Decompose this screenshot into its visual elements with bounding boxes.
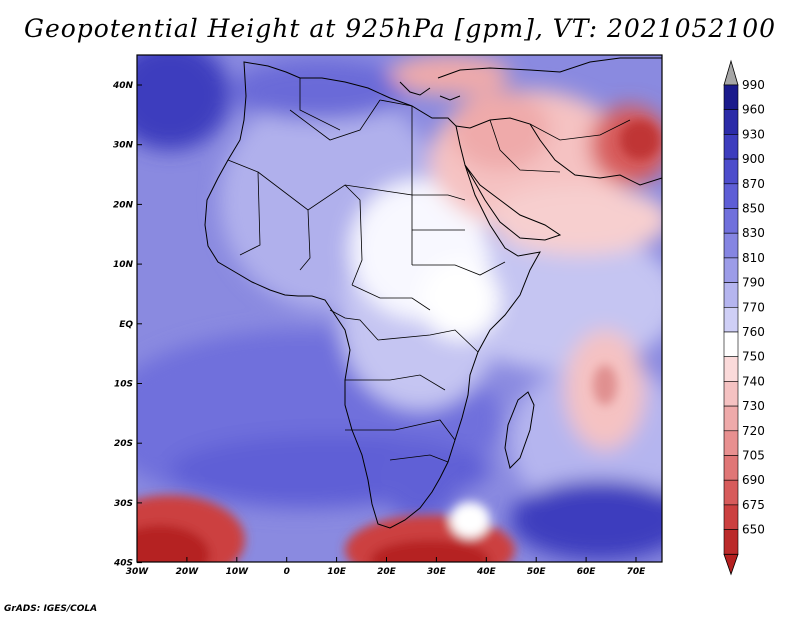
lat-label: 40N bbox=[112, 81, 134, 91]
colorbar-swatch bbox=[723, 356, 739, 382]
lon-label: 70E bbox=[627, 567, 647, 577]
colorbar-swatch bbox=[723, 109, 739, 135]
colorbar-label: 720 bbox=[742, 424, 765, 438]
coastlines bbox=[204, 57, 662, 529]
colorbar-label: 675 bbox=[742, 498, 765, 512]
longitude-axis: 30W 20W 10W 0 10E 20E 30E 40E 50E 60E 70E bbox=[126, 557, 646, 577]
colorbar-swatch bbox=[723, 381, 739, 407]
lat-label: 20N bbox=[113, 200, 134, 210]
colorbar-label: 760 bbox=[742, 325, 765, 339]
colorbar-over-triangle bbox=[723, 59, 739, 86]
lon-label: 40E bbox=[476, 567, 497, 577]
colorbar-swatch bbox=[723, 306, 739, 333]
lon-label: 20W bbox=[176, 567, 200, 577]
colorbar-swatch bbox=[723, 455, 739, 481]
colorbar-label: 900 bbox=[742, 152, 765, 166]
colorbar-label: 960 bbox=[742, 103, 765, 117]
colorbar-swatch bbox=[723, 331, 739, 358]
lat-label: 40S bbox=[113, 559, 133, 569]
lat-label: 20S bbox=[114, 439, 133, 449]
colorbar-swatch bbox=[723, 208, 739, 234]
colorbar-label: 750 bbox=[742, 350, 765, 364]
lon-label: 60E bbox=[577, 567, 597, 577]
colorbar-label: 810 bbox=[742, 251, 765, 265]
lon-label: 30E bbox=[427, 567, 447, 577]
colorbar-label: 705 bbox=[742, 449, 765, 463]
colorbar-label: 770 bbox=[742, 300, 765, 314]
colorbar-swatch bbox=[723, 282, 739, 308]
colorbar-label: 790 bbox=[742, 276, 765, 290]
colorbar-swatch bbox=[723, 134, 739, 160]
colorbar-swatch bbox=[723, 232, 739, 259]
colorbar-label: 730 bbox=[742, 399, 765, 413]
colorbar-swatch bbox=[723, 504, 739, 530]
colorbar-label: 990 bbox=[742, 78, 765, 92]
lon-label: 30W bbox=[126, 567, 150, 577]
colorbar-label: 740 bbox=[742, 374, 765, 388]
lon-label: 20E bbox=[377, 567, 397, 577]
latitude-axis: 40N 30N 20N 10N EQ 10S 20S 30S 40S bbox=[112, 81, 142, 569]
colorbar: 990 960 930 900 870 850 830 810 790 770 760 750 740 7… bbox=[723, 59, 765, 576]
colorbar-swatch bbox=[723, 84, 739, 111]
lat-label: EQ bbox=[119, 320, 133, 330]
height-field bbox=[137, 55, 662, 562]
lon-label: 10E bbox=[327, 567, 347, 577]
grads-footer: GrADS: IGES/COLA bbox=[4, 604, 98, 614]
colorbar-label: 830 bbox=[742, 226, 765, 240]
colorbar-label: 930 bbox=[742, 127, 765, 141]
colorbar-swatch bbox=[723, 183, 739, 209]
map-title: Geopotential Height at 925hPa [gpm], VT:… bbox=[23, 14, 777, 43]
plot-frame bbox=[136, 54, 663, 563]
lat-label: 30S bbox=[114, 499, 133, 509]
colorbar-swatch bbox=[723, 479, 739, 506]
lat-label: 10S bbox=[114, 380, 133, 390]
colorbar-swatch bbox=[723, 158, 739, 185]
colorbar-swatch bbox=[723, 257, 739, 283]
country-borders bbox=[227, 78, 631, 463]
lat-label: 30N bbox=[113, 141, 134, 151]
lat-label: 10N bbox=[113, 260, 134, 270]
colorbar-label: 690 bbox=[742, 473, 765, 487]
colorbar-label: 650 bbox=[742, 523, 765, 537]
colorbar-label: 850 bbox=[742, 202, 765, 216]
colorbar-label: 870 bbox=[742, 177, 765, 191]
lon-label: 10W bbox=[226, 567, 250, 577]
colorbar-under-triangle bbox=[723, 553, 739, 576]
lon-label: 50E bbox=[527, 567, 547, 577]
lon-label: 0 bbox=[284, 567, 290, 577]
colorbar-swatch bbox=[723, 529, 739, 555]
colorbar-swatch bbox=[723, 405, 739, 432]
colorbar-swatch bbox=[723, 430, 739, 456]
